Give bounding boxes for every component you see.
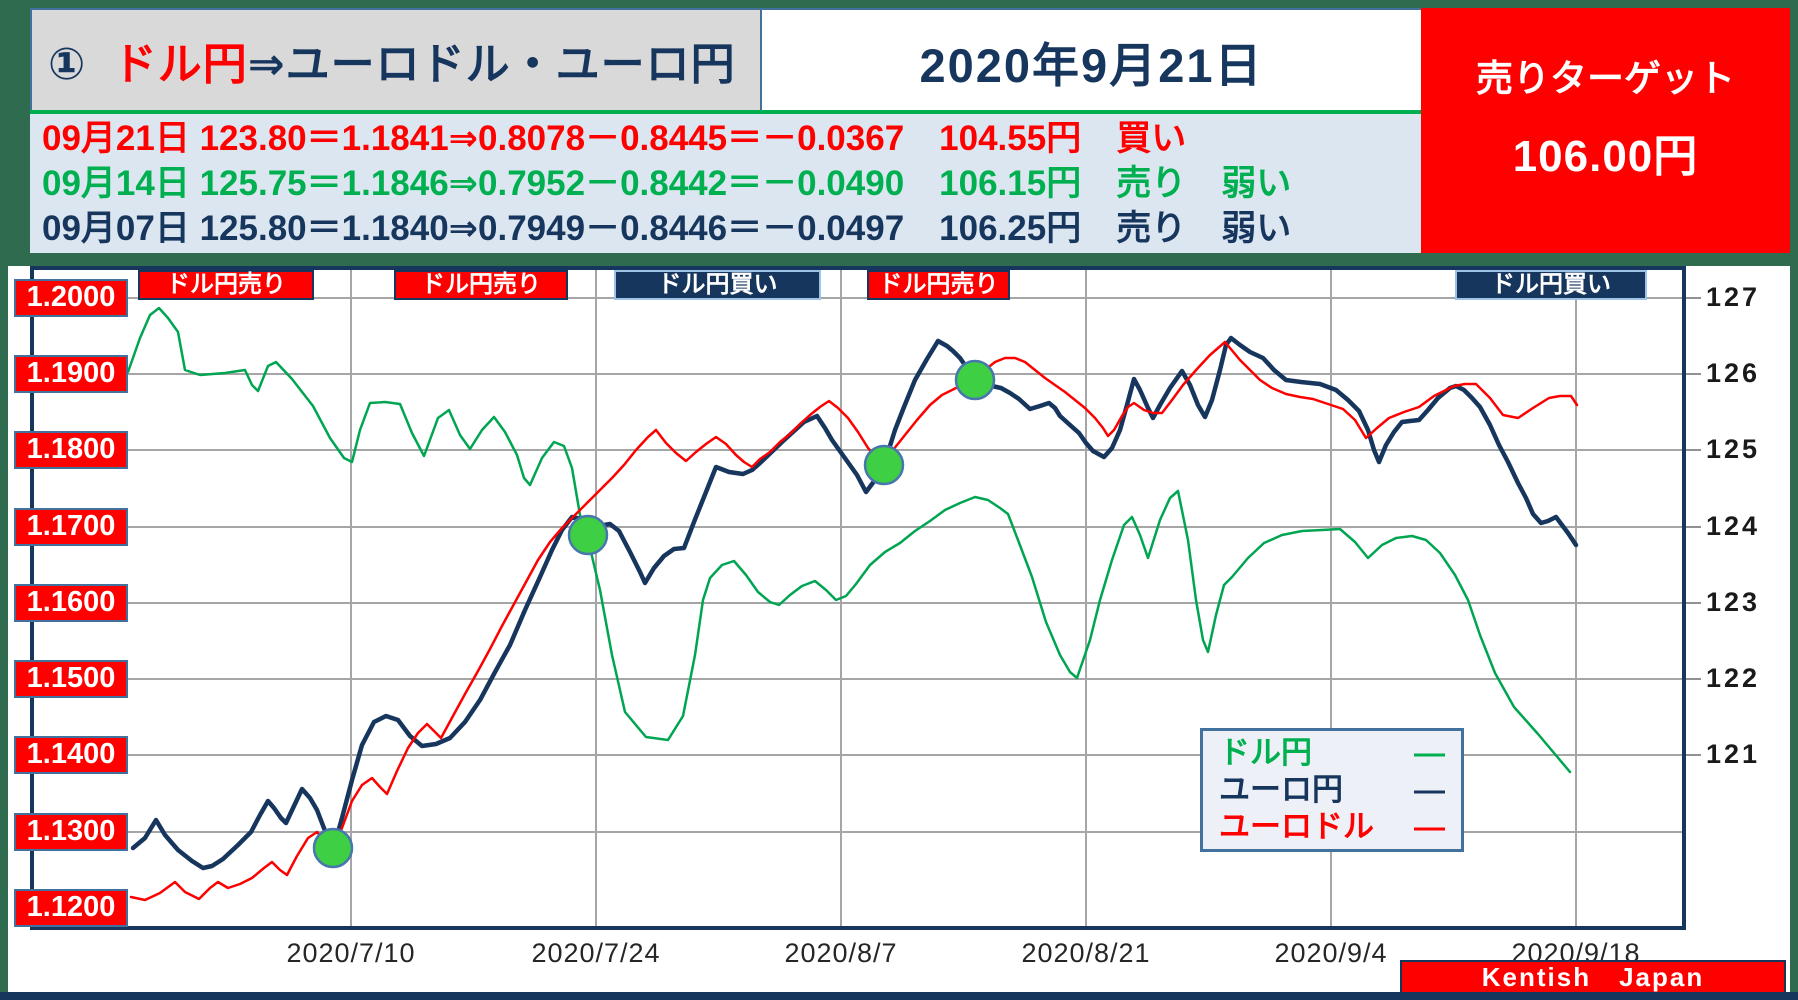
annotation-buy-4: ドル円買い [1455,270,1647,300]
x-axis-label-0: 2020/7/10 [286,938,416,968]
series-ユーロ円 [130,335,1579,871]
series-ユーロドル [129,340,1579,902]
rate-summary-row-2: 09月07日 125.80＝1.1840⇒0.7949－0.8446＝－0.04… [42,209,1292,248]
cross-marker-3 [954,359,996,401]
x-axis-label-4: 2020/9/4 [1274,938,1388,968]
left-axis-label-1.1300: 1.1300 [14,813,128,851]
right-axis-tick-121 [1686,754,1701,756]
right-axis-tick-127 [1686,297,1701,299]
cross-marker-0 [312,827,354,869]
legend-entry-ドル円: ドル円 ― [1219,735,1445,771]
legend-line-sample: ― [1414,771,1445,807]
right-axis-label-126: 126 [1706,358,1761,388]
left-axis-label-1.1900: 1.1900 [14,355,128,393]
header-divider [30,110,1421,114]
x-axis-label-1: 2020/7/24 [531,938,661,968]
annotation-buy-2: ドル円買い [614,270,821,300]
right-axis-label-122: 122 [1706,663,1761,693]
date-label: 2020年9月21日 [919,38,1264,92]
left-axis-label-1.2000: 1.2000 [14,279,128,317]
chart-legend: ドル円 ― ユーロ円 ― ユーロドル ― [1200,728,1464,852]
bottom-border [0,992,1798,1000]
title-box: ① ドル円⇒ユーロドル・ユーロ円 [30,8,762,112]
cross-marker-2 [863,444,905,486]
page-title: ① ドル円⇒ユーロドル・ユーロ円 [48,40,736,89]
left-axis-label-1.1500: 1.1500 [14,660,128,698]
legend-line-sample: ― [1414,735,1445,771]
sell-target-label: 売りターゲット [1476,57,1735,99]
right-axis-label-127: 127 [1706,282,1761,312]
left-axis-label-1.1200: 1.1200 [14,889,128,927]
annotation-sell-3: ドル円売り [867,270,1010,300]
series-ドル円 [113,306,1572,774]
x-axis-label-2: 2020/8/7 [784,938,898,968]
right-axis-label-125: 125 [1706,434,1761,464]
annotation-sell-1: ドル円売り [394,270,568,300]
right-axis-tick-126 [1686,373,1701,375]
right-axis-label-123: 123 [1706,587,1761,617]
sell-target-box: 売りターゲット 106.00円 [1421,8,1790,253]
rate-summary-panel: 09月21日 123.80＝1.1841⇒0.8078－0.8445＝－0.03… [30,114,1421,253]
left-axis-label-1.1400: 1.1400 [14,736,128,774]
right-axis-tick-123 [1686,602,1701,604]
left-axis-label-1.1600: 1.1600 [14,584,128,622]
annotation-sell-0: ドル円売り [138,270,314,300]
legend-entry-ユーロドル: ユーロドル ― [1219,808,1445,844]
rate-summary-row-1: 09月14日 125.75＝1.1846⇒0.7952－0.8442＝－0.04… [42,164,1292,203]
right-axis-label-121: 121 [1706,739,1761,769]
brand-watermark: Kentish Japan [1400,960,1786,994]
legend-entry-ユーロ円: ユーロ円 ― [1219,771,1445,807]
legend-line-sample: ― [1414,808,1445,844]
x-axis-label-3: 2020/8/21 [1021,938,1151,968]
right-axis-label-124: 124 [1706,511,1761,541]
rate-summary-row-0: 09月21日 123.80＝1.1841⇒0.8078－0.8445＝－0.03… [42,119,1187,158]
sell-target-value: 106.00円 [1512,131,1699,181]
right-axis-tick-122 [1686,678,1701,680]
cross-marker-1 [567,514,609,556]
date-box: 2020年9月21日 [762,8,1421,112]
left-axis-label-1.1700: 1.1700 [14,508,128,546]
right-axis-tick-124 [1686,526,1701,528]
left-axis-label-1.1800: 1.1800 [14,431,128,469]
right-axis-tick-125 [1686,449,1701,451]
